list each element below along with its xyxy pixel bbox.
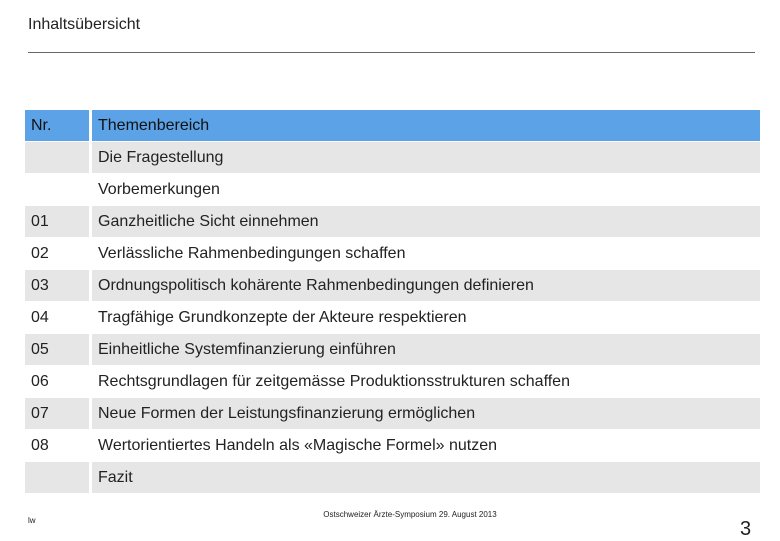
number-cell bbox=[25, 174, 89, 205]
table-row: 02 Verlässliche Rahmenbedingungen schaffe… bbox=[25, 238, 760, 270]
page-number: 3 bbox=[740, 518, 752, 540]
topic-cell: Verlässliche Rahmenbedingungen schaffen bbox=[98, 245, 406, 262]
footer-event: Ostschweizer Ärzte-Symposium 29. August … bbox=[323, 510, 497, 519]
topic-cell: Rechtsgrundlagen für zeitgemässe Produkt… bbox=[98, 373, 570, 390]
topic-cell: Ordnungspolitisch kohärente Rahmenbeding… bbox=[92, 270, 760, 301]
title-rule bbox=[28, 52, 755, 53]
topic-cell: Die Fragestellung bbox=[92, 142, 760, 173]
table-row: 07 Neue Formen der Leistungsfinanzierung … bbox=[25, 398, 760, 430]
number-cell: 04 bbox=[31, 309, 49, 326]
number-cell: 03 bbox=[25, 270, 89, 301]
table-row: 03 Ordnungspolitisch kohärente Rahmenbedi… bbox=[25, 270, 760, 302]
header-row: Nr. Themenbereich bbox=[25, 110, 760, 142]
contents-table: Nr. Themenbereich Die Fragestellung Vorbe… bbox=[25, 110, 760, 494]
number-cell: 05 bbox=[25, 334, 89, 365]
number-cell: 08 bbox=[31, 437, 49, 454]
author: lw bbox=[28, 516, 36, 525]
topic-cell: Wertorientiertes Handeln als «Magische F… bbox=[98, 437, 498, 454]
topic-cell: Tragfähige Grundkonzepte der Akteure res… bbox=[98, 309, 467, 326]
number-cell bbox=[25, 142, 89, 173]
table-row: Die Fragestellung bbox=[25, 142, 760, 174]
header-cell: Nr. bbox=[25, 110, 89, 141]
number-cell: 07 bbox=[25, 398, 89, 429]
topic-cell: Neue Formen der Leistungsfinanzierung er… bbox=[92, 398, 760, 429]
number-cell bbox=[25, 462, 89, 493]
table-row: Vorbemerkungen bbox=[25, 174, 760, 206]
table-row: 08 Wertorientiertes Handeln als «Magische… bbox=[25, 430, 760, 462]
table-row: 06 Rechtsgrundlagen für zeitgemässe Produ… bbox=[25, 366, 760, 398]
table-row: 05 Einheitliche Systemfinanzierung einfüh… bbox=[25, 334, 760, 366]
number-cell: 06 bbox=[31, 373, 49, 390]
number-cell: 02 bbox=[31, 245, 49, 262]
topic-cell: Fazit bbox=[92, 462, 760, 493]
topic-cell: Ganzheitliche Sicht einnehmen bbox=[92, 206, 760, 237]
topic-cell: Vorbemerkungen bbox=[98, 181, 220, 198]
number-cell: 01 bbox=[25, 206, 89, 237]
table-row: 04 Tragfähige Grundkonzepte der Akteure r… bbox=[25, 302, 760, 334]
table-row: 01 Ganzheitliche Sicht einnehmen bbox=[25, 206, 760, 238]
topic-cell: Einheitliche Systemfinanzierung einführe… bbox=[92, 334, 760, 365]
header-cell: Themenbereich bbox=[92, 110, 760, 141]
slide-title: Inhaltsübersicht bbox=[28, 16, 141, 33]
table-row: Fazit bbox=[25, 462, 760, 494]
